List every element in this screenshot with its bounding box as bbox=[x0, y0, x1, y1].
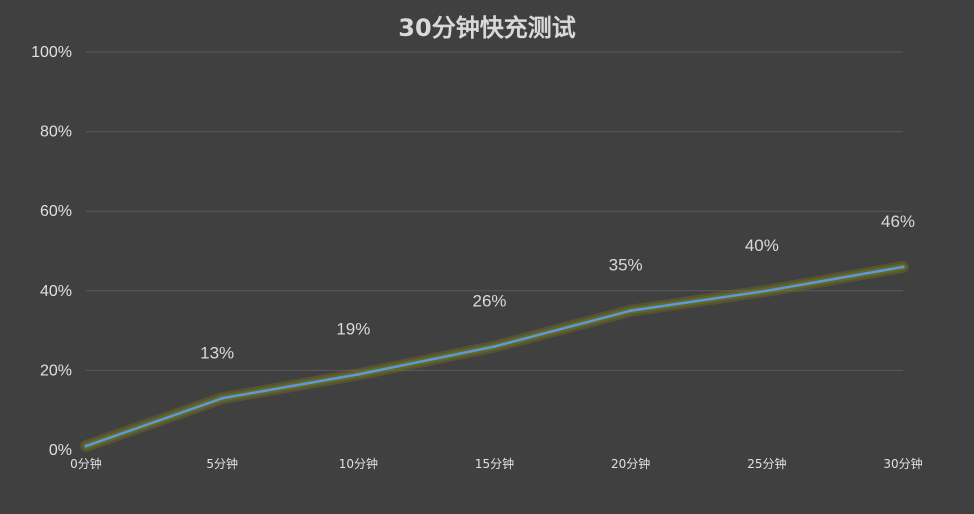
data-point bbox=[629, 309, 633, 313]
y-tick-label: 100% bbox=[31, 44, 72, 61]
x-tick-label: 0分钟 bbox=[70, 456, 102, 471]
data-point bbox=[901, 265, 905, 269]
y-tick-label: 40% bbox=[40, 283, 72, 300]
x-tick-label: 25分钟 bbox=[747, 456, 786, 471]
x-tick-label: 30分钟 bbox=[883, 456, 922, 471]
y-tick-label: 0% bbox=[49, 442, 72, 459]
data-point bbox=[493, 345, 496, 349]
data-point bbox=[84, 444, 88, 448]
chart-title: 30分钟快充测试 bbox=[398, 14, 575, 42]
data-label: 26% bbox=[472, 292, 506, 311]
x-tick-label: 15分钟 bbox=[475, 456, 514, 471]
data-point bbox=[220, 396, 224, 400]
y-tick-label: 20% bbox=[40, 362, 72, 379]
data-label: 19% bbox=[336, 319, 370, 338]
data-point bbox=[356, 372, 360, 376]
y-tick-label: 80% bbox=[40, 124, 72, 141]
x-tick-label: 5分钟 bbox=[206, 456, 238, 471]
data-label: 46% bbox=[881, 212, 915, 231]
data-label: 40% bbox=[745, 236, 779, 255]
y-tick-label: 60% bbox=[40, 203, 72, 220]
data-point bbox=[765, 289, 769, 293]
data-label: 35% bbox=[609, 256, 643, 275]
data-label: 13% bbox=[200, 343, 234, 362]
x-tick-label: 20分钟 bbox=[611, 456, 650, 471]
x-tick-label: 10分钟 bbox=[339, 456, 378, 471]
